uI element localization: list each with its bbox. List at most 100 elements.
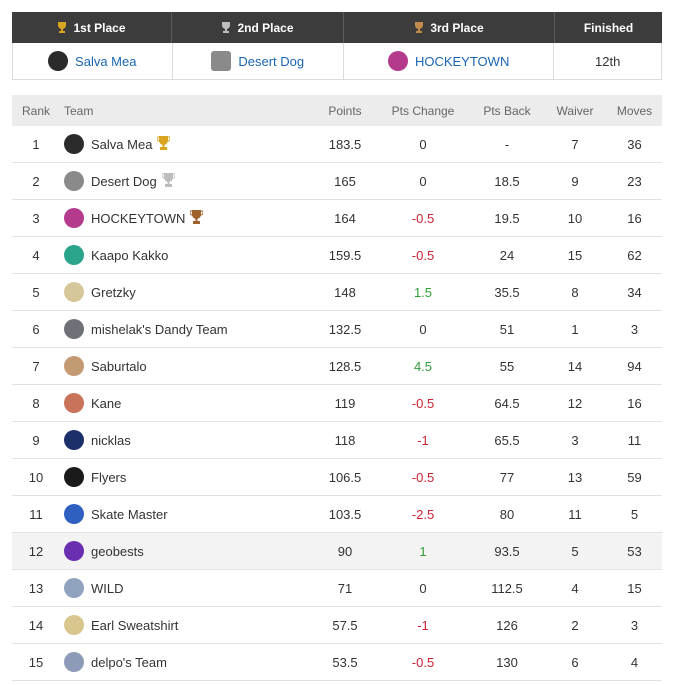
podium-third-team[interactable]: HOCKEYTOWN [344,43,555,79]
team-cell[interactable]: Kane [60,393,315,413]
moves-cell: 3 [630,321,639,337]
team-cell[interactable]: Gretzky [60,282,315,302]
team-name[interactable]: Gretzky [91,284,136,300]
pts-back-cell: 93.5 [494,543,520,559]
podium-first-team-link[interactable]: Salva Mea [75,53,137,69]
table-row: 5 Gretzky 148 1.5 35.5 8 34 [12,274,662,311]
column-header-pts-change[interactable]: Pts Change [391,103,455,118]
table-row: 12 geobests 90 1 93.5 5 53 [12,533,662,570]
podium-third-team-link[interactable]: HOCKEYTOWN [414,53,510,69]
team-cell[interactable]: Earl Sweatshirt [60,615,315,635]
podium-header-first: 1st Place [12,12,172,43]
column-header-waiver[interactable]: Waiver [556,103,594,118]
podium-header-second-label: 2nd Place [237,20,294,35]
team-name[interactable]: Saburtalo [91,358,147,374]
rank-cell: 12 [28,543,44,559]
team-name[interactable]: Skate Master [91,506,168,522]
pts-back-cell: 35.5 [494,284,520,300]
team-cell[interactable]: WILD [60,578,315,598]
team-cell[interactable]: HOCKEYTOWN [60,208,315,228]
team-name[interactable]: Kane [91,395,122,411]
team-name[interactable]: geobests [91,543,144,559]
points-cell: 106.5 [328,469,362,485]
team-cell[interactable]: mishelak's Dandy Team [60,319,315,339]
team-avatar-icon [64,430,84,450]
rank-cell: 14 [28,617,44,633]
table-row: 13 WILD 71 0 112.5 4 15 [12,570,662,607]
pts-change-cell: 0 [419,580,427,596]
column-header-team[interactable]: Team [64,103,94,118]
column-header-moves[interactable]: Moves [616,103,653,118]
team-cell[interactable]: delpo's Team [60,652,315,672]
team-avatar-icon [64,245,84,265]
pts-change-cell: 4.5 [413,358,433,374]
podium-header-third-label: 3rd Place [430,20,484,35]
moves-cell: 15 [627,580,642,596]
table-row: 4 Kaapo Kakko 159.5 -0.5 24 15 62 [12,237,662,274]
column-header-rank[interactable]: Rank [21,103,50,118]
points-cell: 159.5 [328,247,362,263]
podium-header-finished-label: Finished [583,20,634,35]
waiver-cell: 3 [571,432,579,448]
team-name[interactable]: Salva Mea [91,136,153,152]
table-row: 11 Skate Master 103.5 -2.5 80 11 5 [12,496,662,533]
waiver-cell: 9 [571,173,579,189]
pts-back-cell: 55 [499,358,515,374]
bronze-trophy-icon [414,22,424,33]
team-avatar-icon [387,51,408,71]
rank-cell: 6 [32,321,40,337]
table-row: 15 delpo's Team 53.5 -0.5 130 6 4 [12,644,662,681]
points-cell: 90 [337,543,353,559]
rank-cell: 3 [32,210,40,226]
pts-change-cell: 0 [419,136,427,152]
team-name[interactable]: HOCKEYTOWN [91,210,186,226]
rank-cell: 7 [32,358,40,374]
podium-second-team-link[interactable]: Desert Dog [238,53,305,69]
waiver-cell: 2 [571,617,579,633]
team-cell[interactable]: Flyers [60,467,315,487]
team-name[interactable]: mishelak's Dandy Team [91,321,228,337]
column-header-pts-back[interactable]: Pts Back [483,103,531,118]
pts-back-cell: 80 [499,506,515,522]
pts-change-cell: -0.5 [411,469,435,485]
team-name[interactable]: Flyers [91,469,127,485]
rank-cell: 10 [28,469,44,485]
team-avatar-icon [64,467,84,487]
team-name[interactable]: Desert Dog [91,173,157,189]
pts-change-cell: -0.5 [411,395,435,411]
rank-cell: 9 [32,432,40,448]
table-row: 14 Earl Sweatshirt 57.5 -1 126 2 3 [12,607,662,644]
waiver-cell: 13 [567,469,583,485]
team-avatar-icon [48,51,69,71]
moves-cell: 16 [627,210,642,226]
pts-back-cell: 77 [499,469,515,485]
team-cell[interactable]: nicklas [60,430,315,450]
podium-first-team[interactable]: Salva Mea [13,43,173,79]
moves-cell: 5 [630,506,639,522]
team-name[interactable]: Earl Sweatshirt [91,617,179,633]
podium-second-team[interactable]: Desert Dog [173,43,344,79]
waiver-cell: 8 [571,284,579,300]
team-name[interactable]: Kaapo Kakko [91,247,169,263]
team-cell[interactable]: Saburtalo [60,356,315,376]
pts-change-cell: -2.5 [411,506,435,522]
moves-cell: 11 [627,432,642,448]
table-row: 9 nicklas 118 -1 65.5 3 11 [12,422,662,459]
team-cell[interactable]: Kaapo Kakko [60,245,315,265]
moves-cell: 36 [627,136,642,152]
team-name[interactable]: WILD [91,580,124,596]
table-row: 8 Kane 119 -0.5 64.5 12 16 [12,385,662,422]
pts-change-cell: -0.5 [411,247,435,263]
column-header-points[interactable]: Points [328,103,362,118]
team-cell[interactable]: Skate Master [60,504,315,524]
team-name[interactable]: nicklas [91,432,131,448]
points-cell: 57.5 [332,617,358,633]
team-cell[interactable]: geobests [60,541,315,561]
team-cell[interactable]: Desert Dog [60,171,315,191]
moves-cell: 59 [627,469,642,485]
bronze-trophy-icon [189,209,204,227]
team-name[interactable]: delpo's Team [91,654,167,670]
team-cell[interactable]: Salva Mea [60,134,315,154]
waiver-cell: 6 [571,654,579,670]
points-cell: 53.5 [332,654,358,670]
